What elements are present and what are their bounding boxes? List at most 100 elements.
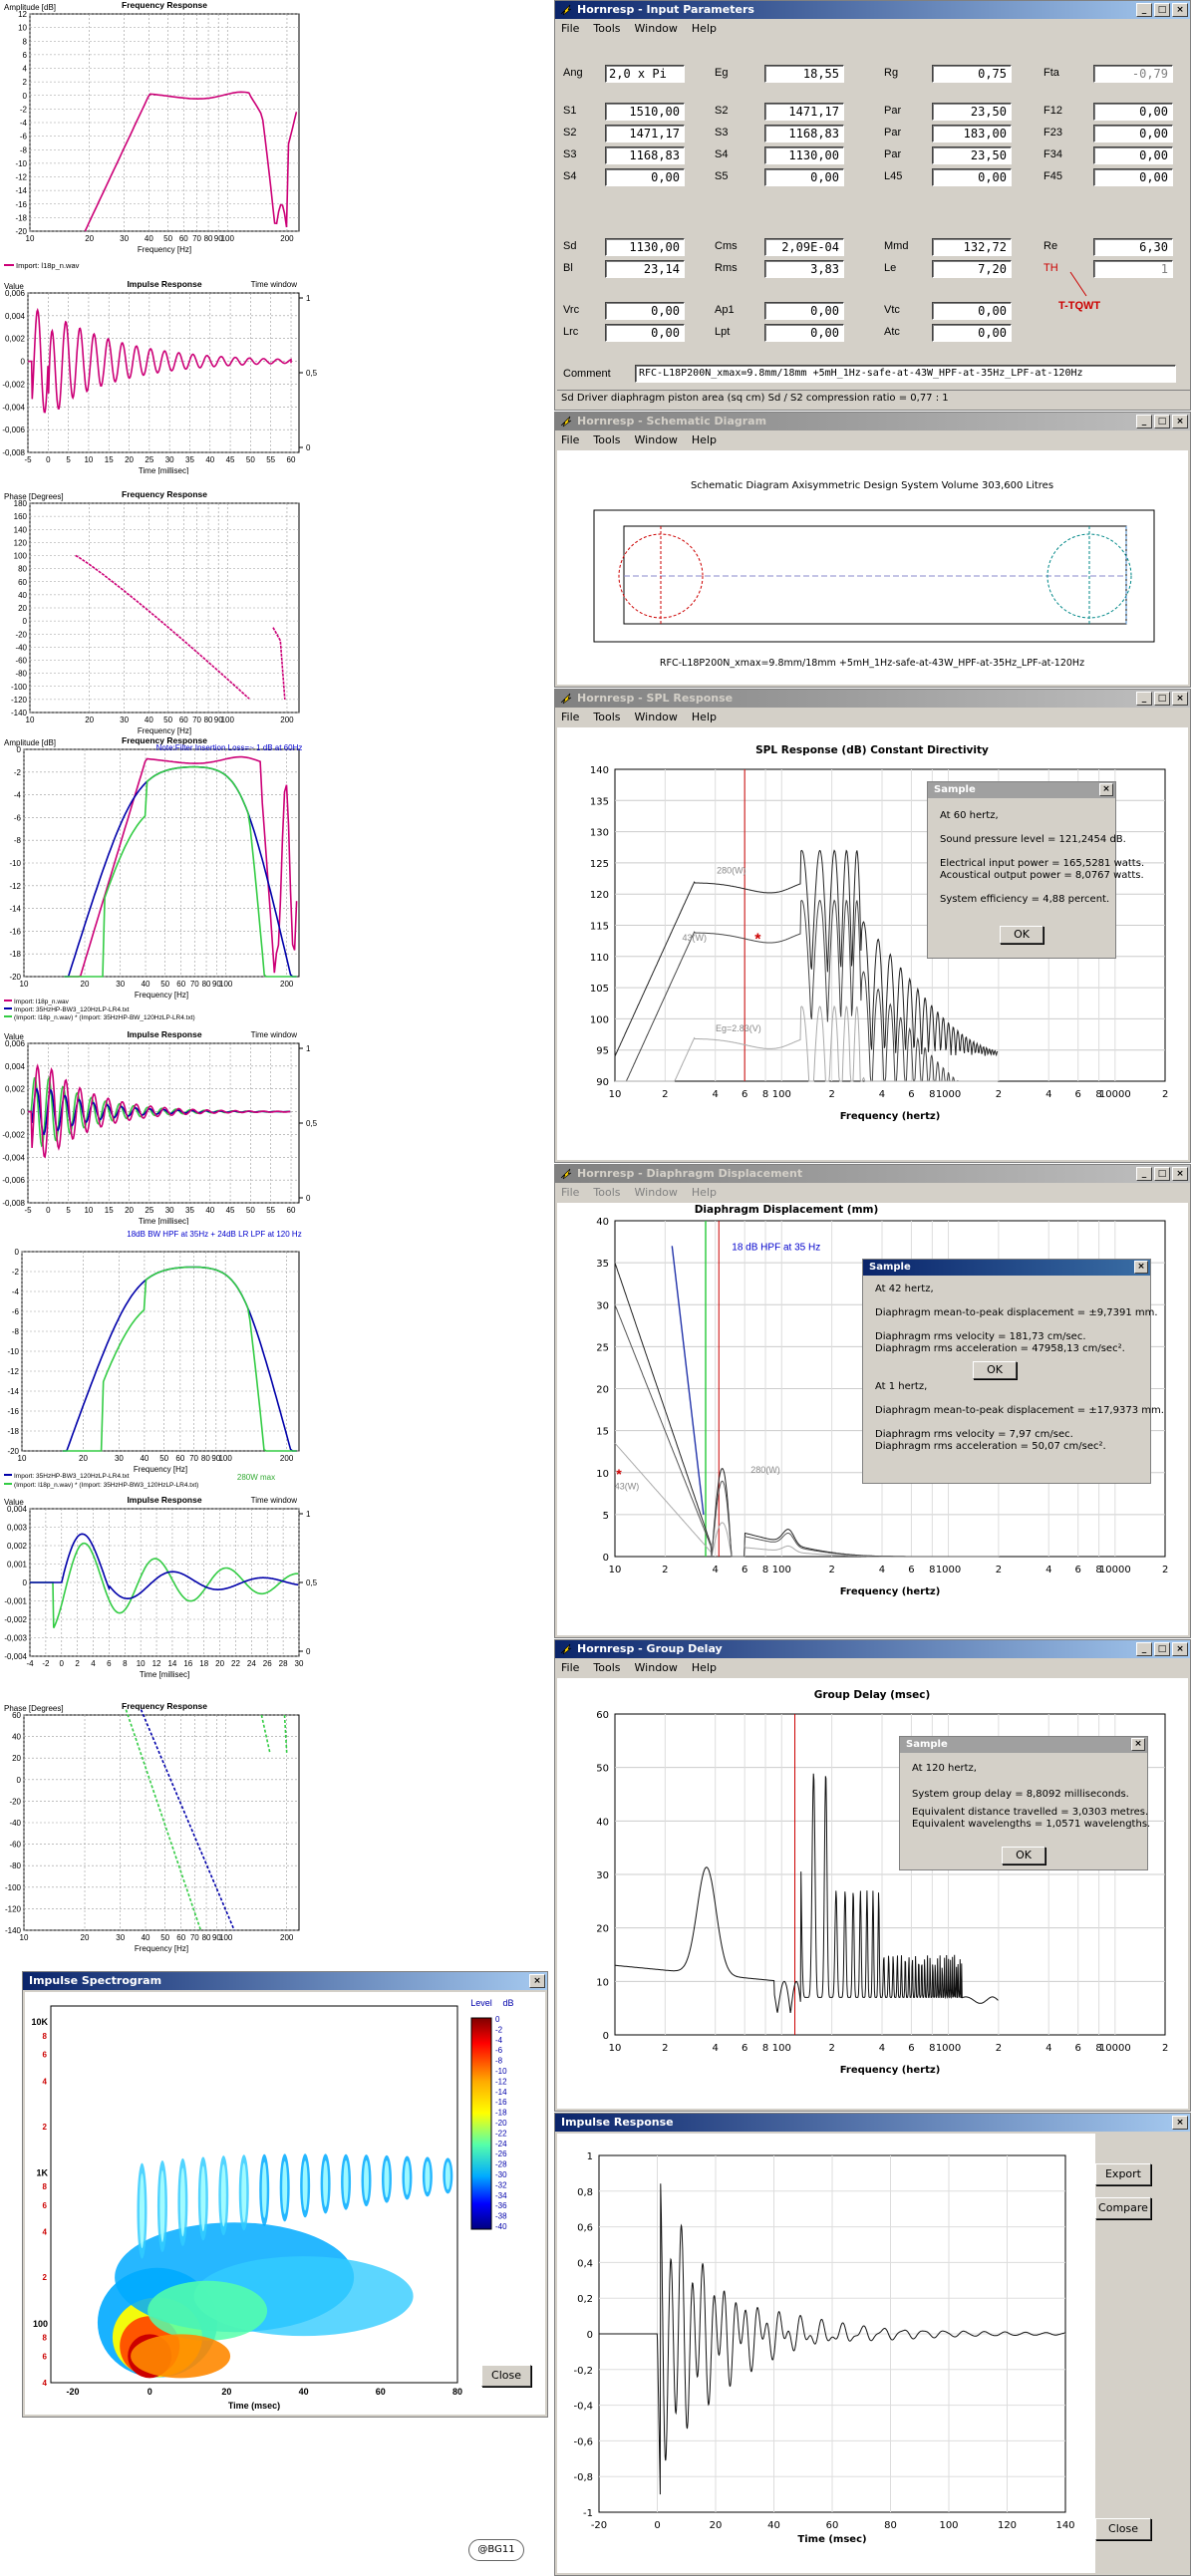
param-field-fta[interactable]: -0,79	[1093, 65, 1173, 83]
popup-titlebar[interactable]: Sample ×	[863, 1260, 1150, 1276]
param-field-ang[interactable]: 2,0 x Pi	[605, 65, 685, 83]
param-field-th[interactable]: 1	[1093, 260, 1173, 278]
menu-item-file[interactable]: File	[561, 1186, 580, 1199]
menu-item-window[interactable]: Window	[634, 433, 678, 446]
close-icon[interactable]: ×	[1172, 1167, 1188, 1181]
compare-button[interactable]: Compare	[1095, 2197, 1151, 2219]
popup-titlebar[interactable]: Sample ×	[900, 1737, 1147, 1753]
spectrogram-titlebar[interactable]: Impulse Spectrogram ×	[23, 1972, 547, 1990]
x-tick-label: 10	[20, 1933, 29, 1942]
ok-button[interactable]: OK	[1000, 926, 1043, 944]
maximize-icon[interactable]: □	[1154, 1642, 1170, 1656]
minimize-icon[interactable]: _	[1136, 1642, 1152, 1656]
param-field-rg[interactable]: 0,75	[932, 65, 1012, 83]
menu-item-tools[interactable]: Tools	[593, 1661, 621, 1674]
ok-button[interactable]: OK	[973, 1361, 1017, 1379]
x-tick-label: 6	[742, 2043, 747, 2054]
param-field-vrc[interactable]: 0,00	[605, 302, 685, 320]
schematic-titlebar[interactable]: Hornresp - Schematic Diagram _ □ ×	[555, 413, 1190, 430]
menu-item-file[interactable]: File	[561, 711, 580, 723]
export-button[interactable]: Export	[1095, 2163, 1151, 2185]
param-field-f23[interactable]: 0,00	[1093, 125, 1173, 143]
param-field-mmd[interactable]: 132,72	[932, 238, 1012, 256]
maximize-icon[interactable]: □	[1154, 1167, 1170, 1181]
close-icon[interactable]: ×	[1172, 2116, 1188, 2130]
menu-item-file[interactable]: File	[561, 1661, 580, 1674]
maximize-icon[interactable]: □	[1154, 415, 1170, 429]
param-field-s3[interactable]: 1168,83	[764, 125, 844, 143]
menu-item-help[interactable]: Help	[691, 22, 717, 35]
param-field-par[interactable]: 183,00	[932, 125, 1012, 143]
param-field-atc[interactable]: 0,00	[932, 324, 1012, 342]
menu-item-window[interactable]: Window	[634, 1661, 678, 1674]
close-icon[interactable]: ×	[1172, 3, 1188, 17]
param-field-s2[interactable]: 1471,17	[605, 125, 685, 143]
param-field-s5[interactable]: 0,00	[764, 168, 844, 186]
minimize-icon[interactable]: _	[1136, 1167, 1152, 1181]
close-icon[interactable]: ×	[1134, 1261, 1148, 1274]
param-field-l45[interactable]: 0,00	[932, 168, 1012, 186]
minimize-icon[interactable]: _	[1136, 692, 1152, 706]
window-title: Hornresp - Diaphragm Displacement	[577, 1167, 803, 1180]
param-field-lrc[interactable]: 0,00	[605, 324, 685, 342]
param-field-par[interactable]: 23,50	[932, 146, 1012, 164]
x-tick-label: 40	[145, 234, 153, 243]
param-field-eg[interactable]: 18,55	[764, 65, 844, 83]
param-field-le[interactable]: 7,20	[932, 260, 1012, 278]
y-tick-label: 100	[33, 2319, 48, 2329]
close-icon[interactable]: ×	[1172, 1642, 1188, 1656]
menu-item-help[interactable]: Help	[691, 1186, 717, 1199]
param-field-f12[interactable]: 0,00	[1093, 103, 1173, 121]
param-field-lpt[interactable]: 0,00	[764, 324, 844, 342]
param-field-bl[interactable]: 23,14	[605, 260, 685, 278]
param-field-s1[interactable]: 1510,00	[605, 103, 685, 121]
maximize-icon[interactable]: □	[1154, 692, 1170, 706]
maximize-icon[interactable]: □	[1154, 3, 1170, 17]
close-button[interactable]: Close	[1095, 2518, 1151, 2540]
param-field-ap1[interactable]: 0,00	[764, 302, 844, 320]
param-field-par[interactable]: 23,50	[932, 103, 1012, 121]
menu-item-tools[interactable]: Tools	[593, 22, 621, 35]
close-icon[interactable]: ×	[529, 1974, 545, 1988]
param-field-re[interactable]: 6,30	[1093, 238, 1173, 256]
close-icon[interactable]: ×	[1172, 692, 1188, 706]
menu-item-help[interactable]: Help	[691, 711, 717, 723]
param-field-s4[interactable]: 1130,00	[764, 146, 844, 164]
close-icon[interactable]: ×	[1172, 415, 1188, 429]
comment-field[interactable]: RFC-L18P200N_xmax=9.8mm/18mm +5mH_1Hz-sa…	[635, 365, 1176, 383]
param-field-vtc[interactable]: 0,00	[932, 302, 1012, 320]
param-field-f45[interactable]: 0,00	[1093, 168, 1173, 186]
param-field-f34[interactable]: 0,00	[1093, 146, 1173, 164]
param-field-s3[interactable]: 1168,83	[605, 146, 685, 164]
menu-item-tools[interactable]: Tools	[593, 1186, 621, 1199]
menu-item-help[interactable]: Help	[691, 1661, 717, 1674]
group-delay-titlebar[interactable]: Hornresp - Group Delay _ □ ×	[555, 1640, 1190, 1658]
param-field-sd[interactable]: 1130,00	[605, 238, 685, 256]
minimize-icon[interactable]: _	[1136, 415, 1152, 429]
menu-item-window[interactable]: Window	[634, 1186, 678, 1199]
displacement-titlebar[interactable]: Hornresp - Diaphragm Displacement _ □ ×	[555, 1165, 1190, 1183]
menu-item-tools[interactable]: Tools	[593, 711, 621, 723]
close-button[interactable]: Close	[481, 2365, 531, 2387]
menu-item-window[interactable]: Window	[634, 22, 678, 35]
param-field-rms[interactable]: 3,83	[764, 260, 844, 278]
minimize-icon[interactable]: _	[1136, 3, 1152, 17]
menu-item-help[interactable]: Help	[691, 433, 717, 446]
menu-item-file[interactable]: File	[561, 22, 580, 35]
close-icon[interactable]: ×	[1131, 1738, 1145, 1751]
param-field-s4[interactable]: 0,00	[605, 168, 685, 186]
spl-titlebar[interactable]: Hornresp - SPL Response _ □ ×	[555, 690, 1190, 708]
param-field-s2[interactable]: 1471,17	[764, 103, 844, 121]
y-tick-label: -14	[9, 905, 21, 914]
menu-item-file[interactable]: File	[561, 433, 580, 446]
popup-titlebar[interactable]: Sample ×	[928, 782, 1115, 798]
param-field-cms[interactable]: 2,09E-04	[764, 238, 844, 256]
menu-item-tools[interactable]: Tools	[593, 433, 621, 446]
y-tick-label: -8	[20, 145, 28, 154]
input-params-titlebar[interactable]: Hornresp - Input Parameters _ □ ×	[555, 1, 1190, 19]
menu-item-window[interactable]: Window	[634, 711, 678, 723]
impulse-titlebar[interactable]: Impulse Response ×	[555, 2114, 1190, 2132]
ok-button[interactable]: OK	[1002, 1847, 1045, 1864]
y-tick-label: 60	[18, 578, 27, 587]
close-icon[interactable]: ×	[1099, 783, 1113, 796]
